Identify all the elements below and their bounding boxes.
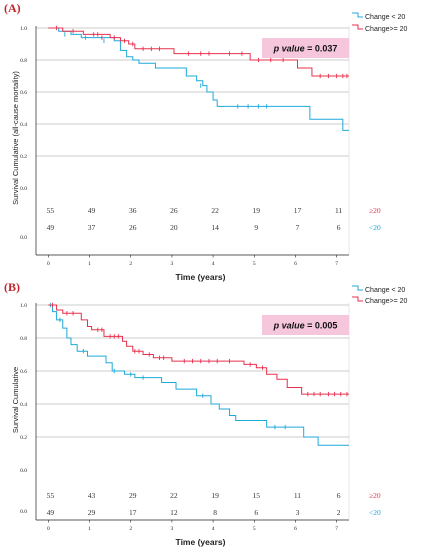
p-value-text: p value = 0.005 (273, 321, 338, 331)
y-tick-label: 0.0 (20, 468, 27, 474)
risk-count: 6 (337, 491, 341, 500)
risk-count: 26 (129, 223, 137, 232)
risk-count: 49 (47, 508, 55, 517)
x-tick-label: 0 (47, 261, 50, 267)
legend-entry: Change < 20 (352, 285, 405, 294)
risk-count: 55 (47, 491, 55, 500)
y-tick-label: 0.0 (20, 235, 27, 241)
survival-curve-ge20 (48, 27, 349, 77)
risk-count: 43 (88, 491, 96, 500)
x-tick-label: 1 (88, 526, 91, 532)
x-tick-label: 4 (212, 526, 215, 532)
y-tick-label: 0.4 (20, 402, 27, 408)
x-tick-label: 2 (129, 261, 132, 267)
legend-label: Change>= 20 (365, 298, 408, 305)
risk-count: 22 (211, 206, 219, 215)
legend-swatch (352, 24, 363, 30)
y-tick-label: 0.0 (20, 186, 27, 192)
risk-count: 14 (211, 223, 219, 232)
x-tick-label: 5 (253, 261, 256, 267)
legend-swatch (352, 285, 363, 291)
risk-count: 29 (88, 508, 96, 517)
p-value-label: p value (273, 44, 305, 54)
p-value-number: = 0.037 (305, 44, 338, 54)
km-panel-a: (A) 0.0 0.2 0.4 0.6 0.8 1.0 0.0 0 1 2 3 4 5 6 7 Time (ye… (4, 1, 408, 282)
risk-count: 6 (254, 508, 258, 517)
legend-label: Change < 20 (365, 14, 405, 21)
p-value-box (262, 315, 349, 335)
survival-curve-lt20 (48, 27, 349, 131)
risk-count: 19 (253, 206, 261, 215)
risk-count: 49 (47, 223, 55, 232)
risk-count: 17 (294, 206, 302, 215)
y-tick-label: 1.0 (20, 26, 27, 32)
x-axis-label: Time (years) (176, 537, 226, 547)
risk-count: 26 (170, 206, 178, 215)
risk-count: 8 (213, 508, 217, 517)
x-tick-label: 5 (253, 526, 256, 532)
p-value-box (262, 38, 349, 58)
y-axis-label: Survival Cumulative (11, 367, 20, 433)
panel-label: (A) (4, 1, 21, 15)
x-tick-label: 7 (335, 261, 338, 267)
y-tick-label: 0.6 (20, 90, 27, 96)
y-tick-label: 0.2 (20, 154, 27, 160)
risk-count: 17 (129, 508, 137, 517)
risk-count: 37 (88, 223, 96, 232)
risk-group-label: <20 (369, 508, 381, 517)
y-tick-label: 1.0 (20, 303, 27, 309)
risk-count: 9 (254, 223, 258, 232)
y-tick-label: 0.0 (20, 509, 27, 515)
y-tick-label: 0.4 (20, 122, 27, 128)
panel-label: (B) (4, 280, 20, 294)
risk-group-label: <20 (369, 223, 381, 232)
y-tick-label: 0.8 (20, 58, 27, 64)
p-value-text: p value = 0.037 (273, 44, 338, 54)
legend-swatch (352, 12, 363, 18)
risk-count: 7 (296, 223, 300, 232)
risk-count: 19 (211, 491, 219, 500)
legend-swatch (352, 296, 363, 302)
risk-count: 3 (296, 508, 300, 517)
risk-count: 22 (170, 491, 178, 500)
risk-count: 20 (170, 223, 178, 232)
risk-count: 49 (88, 206, 96, 215)
x-tick-label: 3 (171, 261, 174, 267)
risk-count: 2 (337, 508, 341, 517)
y-tick-label: 0.8 (20, 336, 27, 342)
risk-count: 36 (129, 206, 137, 215)
x-tick-label: 0 (47, 526, 50, 532)
x-tick-label: 6 (294, 261, 297, 267)
y-tick-label: 0.6 (20, 369, 27, 375)
risk-group-label: ≥20 (369, 206, 381, 215)
y-tick-label: 0.2 (20, 435, 27, 441)
risk-count: 11 (294, 491, 301, 500)
legend-entry: Change>= 20 (352, 296, 408, 305)
survival-curve-lt20 (48, 304, 349, 446)
legend-label: Change>= 20 (365, 26, 408, 33)
risk-count: 29 (129, 491, 137, 500)
p-value-label: p value (273, 321, 305, 331)
risk-count: 55 (47, 206, 55, 215)
x-tick-label: 3 (171, 526, 174, 532)
legend-entry: Change>= 20 (352, 24, 408, 33)
risk-count: 11 (335, 206, 342, 215)
x-tick-label: 2 (129, 526, 132, 532)
x-tick-label: 7 (335, 526, 338, 532)
x-tick-label: 4 (212, 261, 215, 267)
risk-count: 12 (170, 508, 178, 517)
legend-entry: Change < 20 (352, 12, 405, 21)
survival-curve-ge20 (48, 304, 349, 395)
x-tick-label: 6 (294, 526, 297, 532)
risk-count: 15 (253, 491, 261, 500)
legend-label: Change < 20 (365, 287, 405, 294)
x-tick-label: 1 (88, 261, 91, 267)
risk-count: 6 (337, 223, 341, 232)
risk-group-label: ≥20 (369, 491, 381, 500)
x-axis-label: Time (years) (176, 272, 226, 282)
p-value-number: = 0.005 (305, 321, 338, 331)
y-axis-label: Survival Cumulative (all-cause mortality… (11, 71, 20, 205)
